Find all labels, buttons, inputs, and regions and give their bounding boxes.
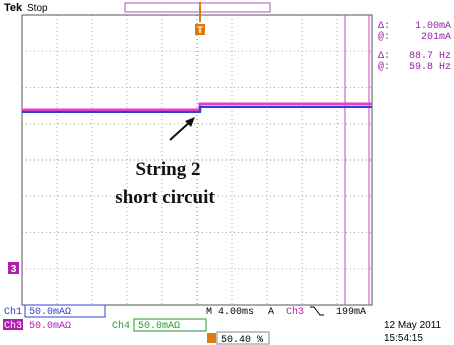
status: Stop: [27, 3, 48, 14]
trigger-slope: [310, 307, 324, 315]
readout-symbol: Δ:: [378, 21, 390, 32]
trigger-level: 199mA: [336, 307, 366, 318]
annotation: short circuit: [115, 187, 215, 208]
time: 15:54:15: [384, 333, 423, 344]
channel-scale: 50.0mAΩ: [29, 321, 71, 332]
readout-value: 59.8 Hz: [409, 62, 451, 73]
readout-symbol: @:: [378, 31, 390, 43]
channel-label: Ch4: [112, 320, 130, 332]
trigger-source: Ch3: [286, 306, 304, 318]
trigger-marker: T: [197, 25, 203, 35]
trigger-mode: A: [268, 307, 274, 318]
readout-value: 1.00mA: [415, 21, 451, 32]
brand: Tek: [4, 2, 23, 14]
date: 12 May 2011: [384, 320, 442, 331]
channel-label: Ch3: [4, 320, 22, 332]
position-marker: [207, 333, 216, 343]
timebase: M 4.00ms: [206, 307, 254, 318]
scope-screen: T String 2 short circuit 3 Tek Stop Δ: 1.…: [0, 0, 454, 345]
readout-value: 88.7 Hz: [409, 51, 451, 62]
record-bar: [125, 3, 270, 12]
position: 50.40 %: [221, 335, 263, 345]
readout-value: 201mA: [421, 32, 451, 43]
channel-scale: 50.0mAΩ: [138, 321, 180, 332]
channel-scale: 50.0mAΩ: [29, 307, 71, 318]
annotation: String 2: [136, 159, 201, 180]
channel-label: Ch1: [4, 306, 22, 318]
readout-symbol: @:: [378, 61, 390, 73]
channel-marker: 3: [11, 264, 17, 275]
readout-symbol: Δ:: [378, 51, 390, 62]
